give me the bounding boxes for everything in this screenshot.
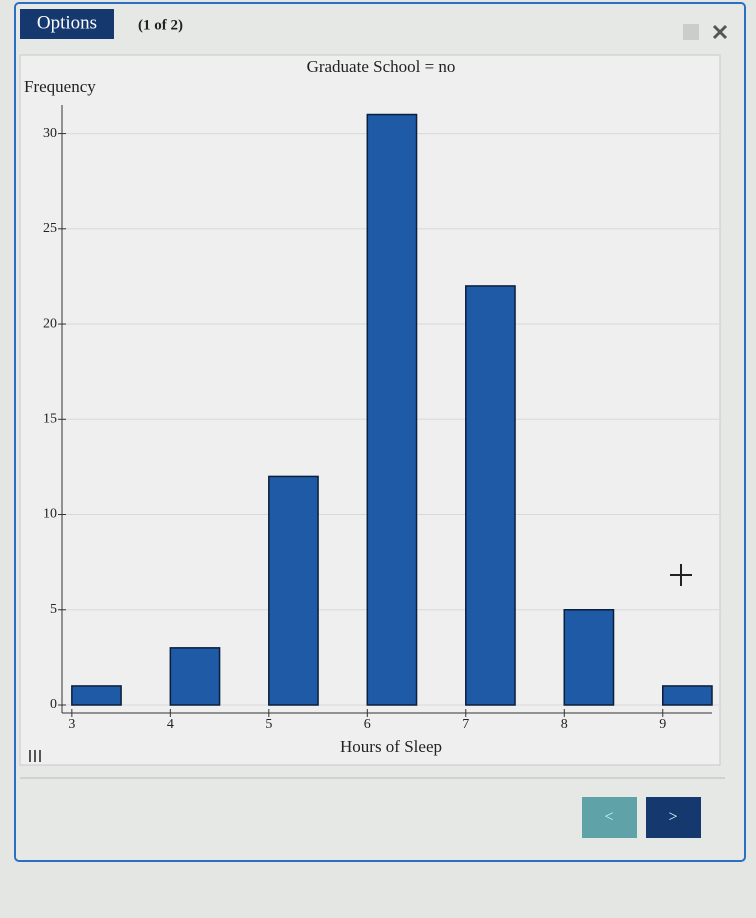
options-button-bg[interactable] — [20, 9, 114, 39]
x-tick-label: 5 — [265, 717, 272, 732]
options-button[interactable]: Options — [37, 12, 97, 33]
y-tick-label: 25 — [43, 221, 57, 236]
bar — [169, 647, 221, 706]
next-button[interactable]: > — [668, 809, 677, 826]
bar — [268, 475, 319, 706]
expand-icon[interactable] — [683, 24, 699, 40]
x-tick-label: 4 — [167, 717, 174, 732]
page-indicator: (1 of 2) — [138, 17, 183, 33]
y-tick-label: 10 — [43, 507, 57, 522]
prev-button-bg[interactable] — [582, 797, 637, 838]
y-tick-label: 15 — [43, 412, 57, 427]
close-icon[interactable] — [712, 24, 728, 40]
next-button-bg[interactable] — [646, 797, 701, 838]
x-tick-label: 7 — [462, 717, 469, 732]
x-tick-label: 8 — [561, 717, 568, 732]
bar — [465, 285, 516, 706]
cursor — [670, 564, 692, 586]
x-tick-label: 9 — [659, 717, 666, 732]
menu-icon[interactable] — [29, 750, 41, 762]
y-tick-label: 5 — [50, 602, 57, 617]
x-axis-label: Hours of Sleep — [340, 737, 442, 756]
x-tick-label: 3 — [68, 717, 75, 732]
y-tick-label: 20 — [43, 316, 57, 331]
bar — [366, 113, 418, 706]
bar — [563, 609, 615, 706]
bar — [71, 685, 122, 706]
chart-title: Graduate School = no — [307, 57, 456, 76]
prev-button[interactable]: < — [604, 809, 613, 826]
y-tick-label: 0 — [50, 697, 57, 712]
bar — [662, 685, 713, 706]
y-tick-label: 30 — [43, 126, 57, 141]
x-tick-label: 6 — [364, 717, 371, 732]
y-axis-label: Frequency — [24, 77, 96, 96]
